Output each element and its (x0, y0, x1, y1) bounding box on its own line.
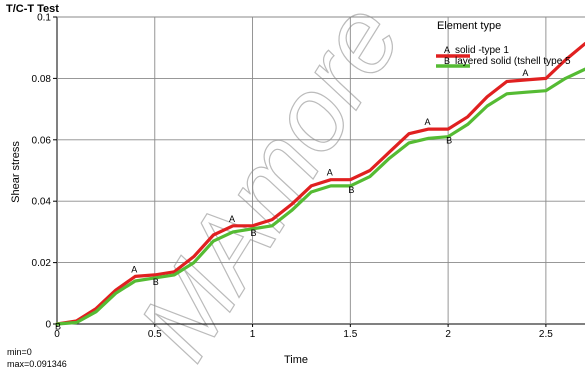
max-annotation: max=0.091346 (7, 359, 67, 369)
series-markers: A A A A A B B B B B (55, 68, 528, 332)
legend-label-b: layered solid (tshell type 5 (455, 56, 571, 67)
series-marker-b: B (55, 321, 61, 331)
y-axis-label: Shear stress (10, 141, 22, 203)
x-tick-label: 2.5 (539, 329, 553, 340)
y-tick-label: 0 (45, 320, 51, 331)
y-tick-label: 0.02 (32, 258, 52, 269)
series-marker-b: B (153, 277, 159, 287)
legend-marker-a: A (444, 45, 450, 55)
legend-label-a: solid -type 1 (455, 45, 509, 56)
x-axis-label: Time (284, 354, 308, 366)
y-tick-label: 0.08 (32, 74, 52, 85)
series-layer (55, 42, 585, 326)
series-marker-a: A (229, 214, 235, 224)
min-annotation: min=0 (7, 347, 32, 357)
series-marker-b: B (348, 185, 354, 195)
y-tick-label: 0.06 (32, 135, 52, 146)
legend-marker-b: B (444, 56, 450, 66)
x-tick-label: 1.5 (343, 329, 357, 340)
tick-labels: 0 0.5 1 1.5 2 2.5 0 0.02 0.04 0.06 0.08 0.1 (32, 13, 554, 341)
series-marker-a: A (522, 68, 528, 78)
series-marker-b: B (251, 228, 257, 238)
y-tick-label: 0.04 (32, 197, 52, 208)
y-tick-label: 0.1 (37, 13, 51, 24)
series-marker-b: B (446, 136, 452, 146)
x-tick-label: 0 (54, 329, 60, 340)
legend-title: Element type (437, 20, 501, 32)
x-tick-label: 2 (445, 329, 451, 340)
x-tick-label: 1 (250, 329, 256, 340)
grid (53, 16, 585, 327)
legend: Element type A solid -type 1 B layered s… (436, 20, 571, 68)
series-marker-a: A (425, 117, 431, 127)
series-line-b (55, 67, 585, 326)
x-tick-label: 0.5 (148, 329, 162, 340)
series-marker-a: A (131, 264, 137, 274)
series-marker-a: A (327, 168, 333, 178)
chart-title: T/C-T Test (6, 3, 59, 15)
series-line-a (55, 42, 585, 326)
watermark: MAmore (117, 0, 424, 369)
